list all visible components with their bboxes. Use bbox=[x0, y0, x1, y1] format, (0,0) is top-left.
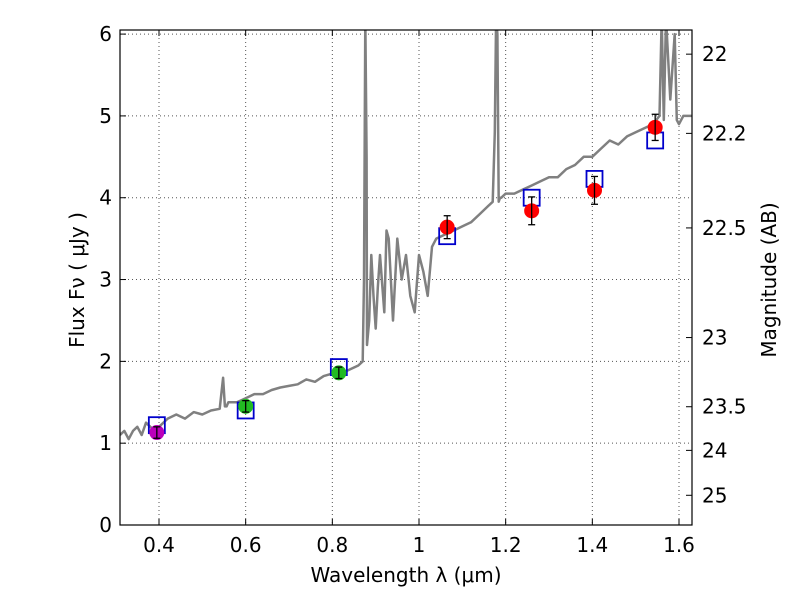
y-tick-label: 3 bbox=[99, 268, 112, 292]
y-tick-label: 2 bbox=[99, 349, 112, 373]
x-tick-label: 0.8 bbox=[316, 533, 348, 557]
mag-tick-label: 23.5 bbox=[702, 395, 747, 419]
right-axis-label: Magnitude (AB) bbox=[757, 202, 781, 357]
y-tick-label: 5 bbox=[99, 104, 112, 128]
grid-lines bbox=[120, 30, 692, 526]
y-tick-label: 1 bbox=[99, 431, 112, 455]
x-tick-label: 1.6 bbox=[663, 533, 695, 557]
spectrum-line bbox=[120, 30, 692, 441]
mag-tick-label: 22.2 bbox=[702, 121, 747, 145]
spectrum-layer bbox=[120, 30, 692, 441]
y-tick-label: 4 bbox=[99, 186, 112, 210]
x-tick-label: 1.2 bbox=[490, 533, 522, 557]
x-tick-label: 1 bbox=[413, 533, 426, 557]
y-tick-label: 0 bbox=[99, 513, 112, 537]
y-tick-label: 6 bbox=[99, 22, 112, 46]
x-axis-label: Wavelength λ (μm) bbox=[310, 563, 501, 587]
x-tick-label: 0.4 bbox=[143, 533, 175, 557]
x-tick-label: 0.6 bbox=[230, 533, 262, 557]
observed-photometry-layer bbox=[149, 113, 663, 441]
plot-frame bbox=[119, 29, 693, 526]
axis-ticks: 0.4 0.6 0.8 1 1.2 1.4 1.601234562222.222.52323… bbox=[99, 22, 746, 557]
mag-tick-label: 22.5 bbox=[702, 216, 747, 240]
y-axis-label: Flux Fν ( μJy ) bbox=[65, 212, 89, 348]
mag-tick-label: 22 bbox=[702, 42, 727, 66]
mag-tick-label: 23 bbox=[702, 326, 727, 350]
model-photometry-layer bbox=[147, 131, 665, 435]
mag-tick-label: 25 bbox=[702, 483, 727, 507]
x-tick-label: 1.4 bbox=[576, 533, 608, 557]
mag-tick-label: 24 bbox=[702, 438, 727, 462]
